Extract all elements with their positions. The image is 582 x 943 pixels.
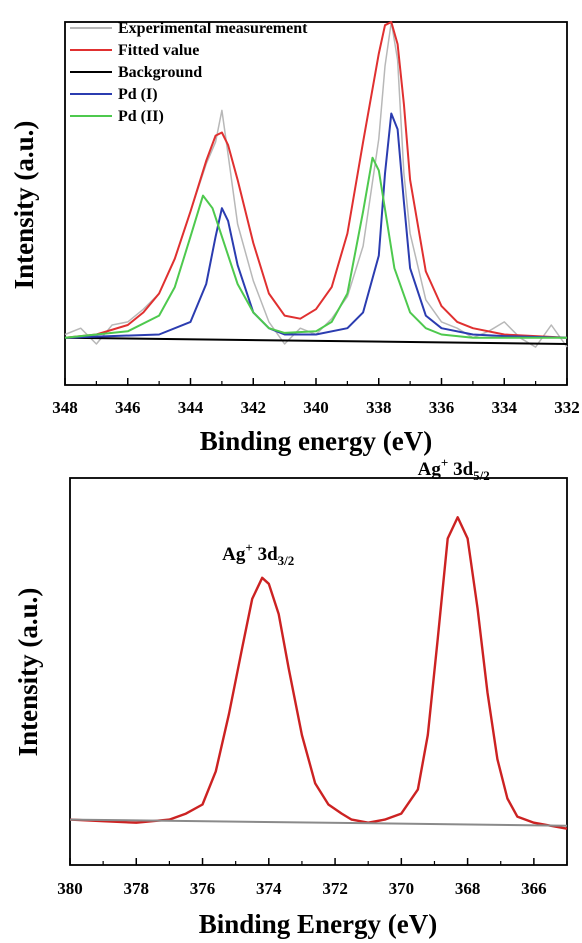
legend-label-background: Background bbox=[118, 64, 202, 81]
y-axis-label-bottom: Intensity (a.u.) bbox=[13, 588, 43, 757]
series-layer-bottom bbox=[69, 516, 568, 830]
x-ticks-bottom: 380 378 376 374 372 370 368 366 bbox=[57, 858, 568, 898]
legend: Experimental measurement Fitted value Back… bbox=[70, 20, 308, 125]
series-line-fitted-value bbox=[64, 21, 568, 339]
legend-label-experimental-measurement: Experimental measurement bbox=[118, 20, 308, 37]
x-tick-label: 376 bbox=[190, 879, 216, 898]
legend-label-pd-i: Pd (I) bbox=[118, 86, 158, 103]
x-tick-label: 338 bbox=[366, 398, 392, 417]
x-tick-label: 340 bbox=[303, 398, 329, 417]
y-axis-label-top: Intensity (a.u.) bbox=[9, 121, 39, 290]
x-tick-label: 348 bbox=[52, 398, 78, 417]
legend-label-fitted-value: Fitted value bbox=[118, 42, 199, 59]
plot-frame-bottom bbox=[69, 477, 568, 866]
x-tick-label: 344 bbox=[178, 398, 204, 417]
legend-label-pd-ii: Pd (II) bbox=[118, 108, 164, 125]
chart-top: 348 346 344 342 340 338 336 334 332 Experimental… bbox=[9, 20, 580, 456]
series-layer-top bbox=[64, 21, 568, 348]
peak-annotation-3-2: Ag+ 3d3/2 bbox=[222, 540, 294, 568]
x-tick-label: 336 bbox=[429, 398, 455, 417]
x-tick-label: 368 bbox=[455, 879, 481, 898]
peak-annotation-5-2: Ag+ 3d5/2 bbox=[418, 455, 490, 483]
x-tick-label: 372 bbox=[322, 879, 348, 898]
x-tick-label: 332 bbox=[554, 398, 580, 417]
chart-bottom: 380 378 376 374 372 370 368 366 Ag+ 3d3/2Ag+ 3d… bbox=[13, 455, 568, 939]
annotations-bottom: Ag+ 3d3/2 Ag+ 3d5/2 bbox=[222, 455, 490, 568]
series-line-background bbox=[64, 336, 568, 345]
x-axis-label-top: Binding energy (eV) bbox=[200, 426, 433, 456]
x-tick-label: 334 bbox=[492, 398, 518, 417]
x-tick-label: 380 bbox=[57, 879, 83, 898]
x-tick-label: 366 bbox=[521, 879, 547, 898]
x-tick-label: 346 bbox=[115, 398, 141, 417]
series-line-pd-ii bbox=[64, 156, 567, 339]
series-line-1-0 bbox=[69, 516, 568, 830]
x-ticks-top: 348 346 344 342 340 338 336 334 332 bbox=[52, 378, 580, 417]
x-tick-label: 374 bbox=[256, 879, 282, 898]
x-tick-label: 342 bbox=[241, 398, 267, 417]
x-tick-label: 370 bbox=[389, 879, 415, 898]
series-line-1-1 bbox=[69, 818, 568, 827]
x-axis-label-bottom: Binding Energy (eV) bbox=[199, 909, 438, 939]
series-line-pd-i bbox=[64, 112, 568, 339]
x-tick-label: 378 bbox=[124, 879, 150, 898]
